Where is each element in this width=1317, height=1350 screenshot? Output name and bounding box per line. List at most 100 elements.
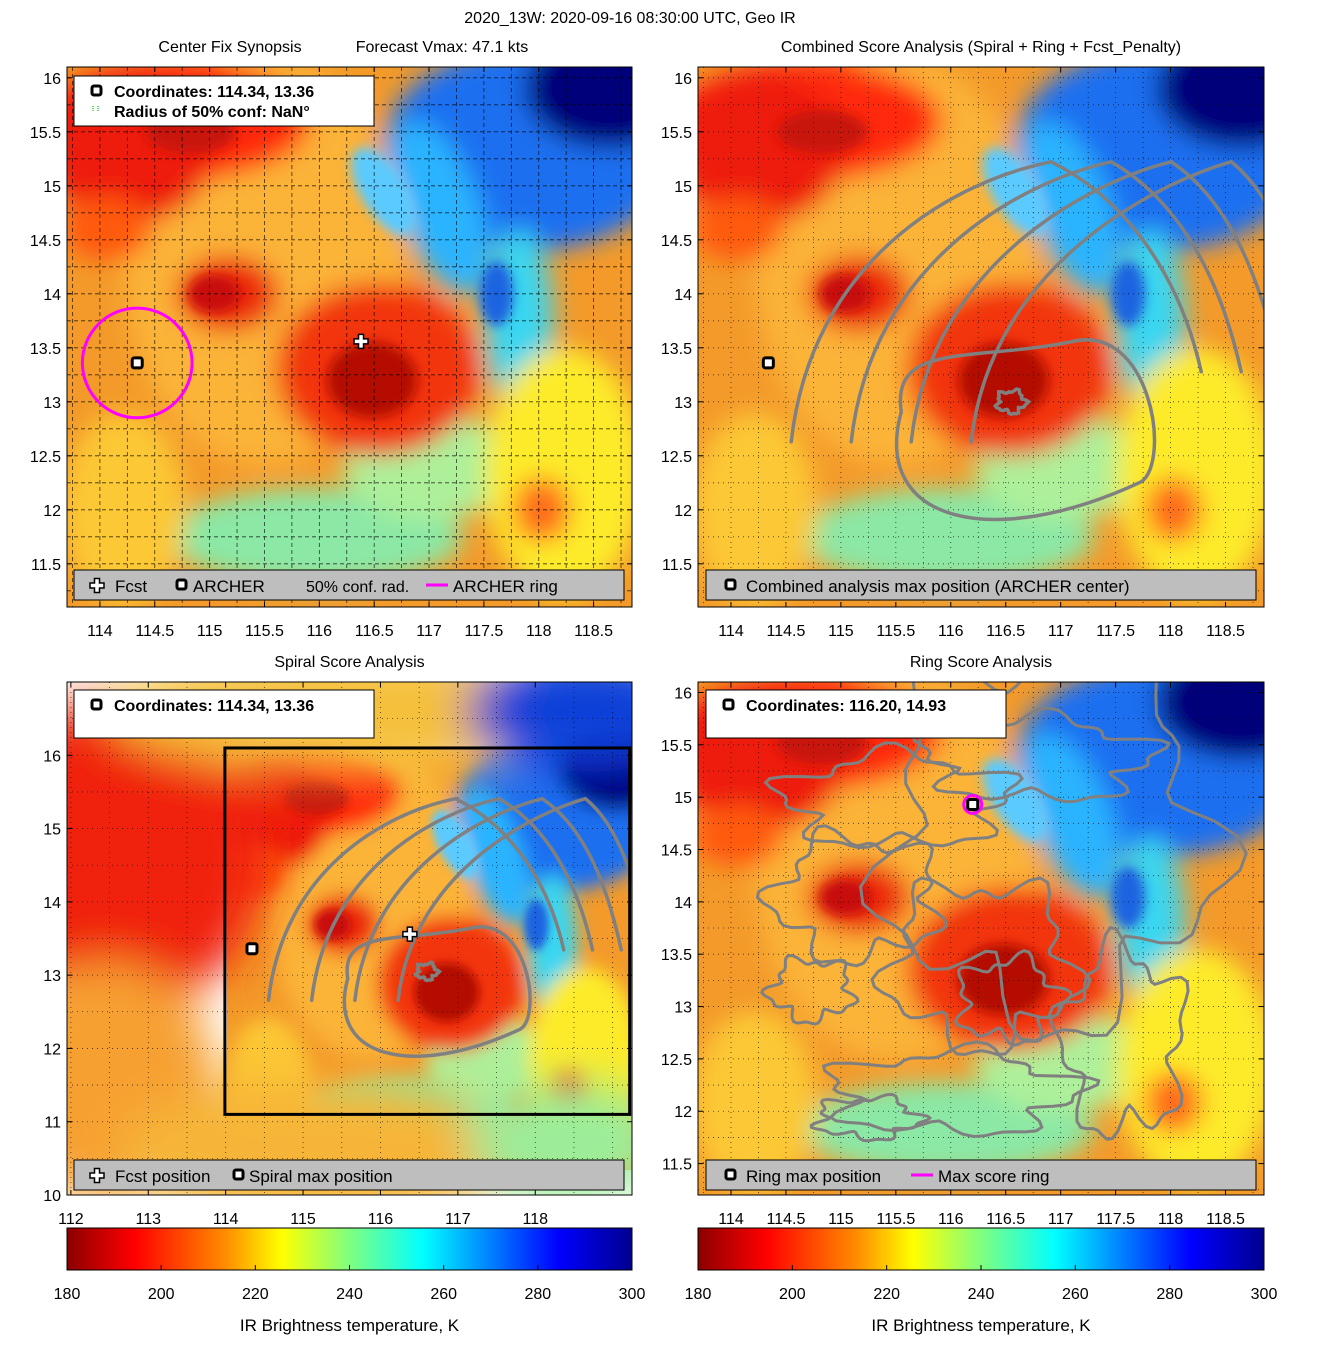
archer-marker	[245, 942, 259, 956]
colorbar-tick-label: 300	[1251, 1286, 1278, 1303]
x-tick-label: 118.5	[1206, 623, 1245, 640]
colorbar-tick-label: 200	[779, 1286, 806, 1303]
y-tick-label: 13	[43, 395, 61, 412]
info-box	[705, 689, 1007, 739]
axes-frame	[697, 66, 1265, 608]
panel-subtitle: Forecast Vmax: 47.1 kts	[356, 39, 529, 56]
x-tick-label: 114.5	[135, 623, 174, 640]
legend-square-icon	[724, 578, 737, 591]
x-tick-label: 117	[1048, 623, 1074, 640]
archer-ring	[80, 306, 194, 420]
legend-label: Max score ring	[938, 1167, 1049, 1186]
colorbar-tick-label: 300	[619, 1286, 646, 1303]
colorbar-2: 180 200 220 240 260 280 300 IR Brightness tempe…	[685, 1227, 1278, 1335]
y-tick-label: 16	[43, 71, 61, 88]
spiral-band	[353, 796, 624, 1003]
heatmap-area	[698, 67, 1264, 607]
panel-title: Combined Score Analysis (Spiral + Ring +…	[781, 39, 1181, 56]
y-tick-label: 14	[43, 895, 61, 912]
x-tick-label: 118	[526, 623, 552, 640]
y-tick-label: 12	[674, 1104, 692, 1121]
panel-spiral: Spiral Score Analysis Coordinates: 114.34…	[43, 654, 633, 1228]
y-tick-label: 15.5	[30, 125, 61, 142]
y-tick-label: 13	[674, 1000, 692, 1017]
contour	[809, 1092, 933, 1143]
colorbar-tick-label: 180	[54, 1286, 81, 1303]
spiral-band	[309, 796, 595, 1003]
score-contours	[755, 682, 1248, 1143]
colorbar-label: IR Brightness temperature, K	[240, 1316, 460, 1335]
y-tick-label: 16	[674, 71, 692, 88]
y-tick-label: 15.5	[661, 125, 692, 142]
y-tick-label: 14	[674, 895, 692, 912]
info-line: Coordinates: 116.20, 14.93	[746, 698, 946, 715]
axis-ticks: 114 114.5 115 115.5 116 116.5 117 117.5 118 118.5…	[661, 67, 1264, 640]
x-tick-label: 117	[445, 1211, 471, 1228]
colorbar-label: IR Brightness temperature, K	[871, 1316, 1091, 1335]
contour	[870, 876, 1092, 1057]
axes-frame	[66, 66, 633, 608]
y-tick-label: 11.5	[31, 557, 61, 574]
y-tick-label: 14.5	[661, 233, 692, 250]
heatmap-area	[698, 682, 1264, 1195]
x-tick-label: 115	[197, 623, 223, 640]
contour	[859, 682, 1248, 1043]
y-tick-label: 14.5	[30, 233, 61, 250]
x-tick-label: 117	[416, 623, 442, 640]
colorbar-tick-label: 260	[430, 1286, 457, 1303]
x-tick-label: 114.5	[766, 623, 805, 640]
legend-label: Ring max position	[746, 1167, 881, 1186]
contour	[412, 960, 443, 983]
spiral-band	[266, 796, 566, 1003]
x-tick-label: 116.5	[986, 1211, 1025, 1228]
spiral-band	[396, 796, 632, 1003]
colorbar-tick-label: 220	[873, 1286, 900, 1303]
x-tick-label: 116	[368, 1211, 394, 1228]
legend-label: Fcst position	[115, 1167, 210, 1186]
archer-marker	[130, 356, 144, 370]
x-tick-label: 115.5	[245, 623, 284, 640]
contour	[821, 1040, 1101, 1139]
x-tick-label: 118.5	[1206, 1211, 1245, 1228]
y-tick-label: 12.5	[30, 449, 61, 466]
panel-title: Ring Score Analysis	[910, 654, 1052, 671]
archer-marker	[761, 356, 775, 370]
x-tick-label: 117.5	[464, 623, 503, 640]
legend-plus-icon	[89, 1167, 105, 1184]
ring-max-marker	[966, 797, 980, 811]
colorbar-gradient	[697, 1227, 1265, 1271]
y-tick-label: 12.5	[661, 1052, 692, 1069]
axis-ticks: 114 114.5 115 115.5 116 116.5 117 117.5 118 118.5…	[661, 682, 1264, 1228]
legend-label: ARCHER	[193, 577, 265, 596]
info-box	[73, 689, 375, 739]
fcst-marker	[402, 926, 418, 942]
x-tick-label: 115	[290, 1211, 316, 1228]
x-tick-label: 118	[522, 1211, 548, 1228]
x-tick-label: 116	[938, 1211, 964, 1228]
legend-box	[705, 569, 1257, 601]
axes-frame	[697, 681, 1265, 1196]
panel-title: Center Fix Synopsis	[158, 39, 301, 56]
score-contours	[789, 159, 1264, 522]
y-tick-label: 15.5	[661, 738, 692, 755]
y-tick-label: 12	[43, 1041, 61, 1058]
colorbar-tick-label: 180	[685, 1286, 712, 1303]
x-tick-label: 114	[213, 1211, 239, 1228]
y-tick-label: 13.5	[30, 341, 61, 358]
max-score-ring	[962, 793, 984, 815]
legend-label: ARCHER ring	[453, 577, 558, 596]
y-tick-label: 15	[43, 822, 61, 839]
fcst-marker	[353, 333, 369, 350]
legend-box	[73, 1159, 625, 1191]
x-tick-label: 118.5	[574, 623, 613, 640]
info-marker-icon	[722, 698, 735, 711]
x-tick-label: 114	[87, 623, 113, 640]
x-tick-label: 114	[718, 623, 744, 640]
info-line: Coordinates: 114.34, 13.36	[114, 698, 314, 715]
legend-square-icon	[724, 1168, 737, 1181]
figure-title: 2020_13W: 2020-09-16 08:30:00 UTC, Geo I…	[464, 10, 795, 27]
x-tick-label: 115	[828, 623, 854, 640]
y-tick-label: 11	[44, 1115, 61, 1132]
colorbar-tick-label: 240	[968, 1286, 995, 1303]
